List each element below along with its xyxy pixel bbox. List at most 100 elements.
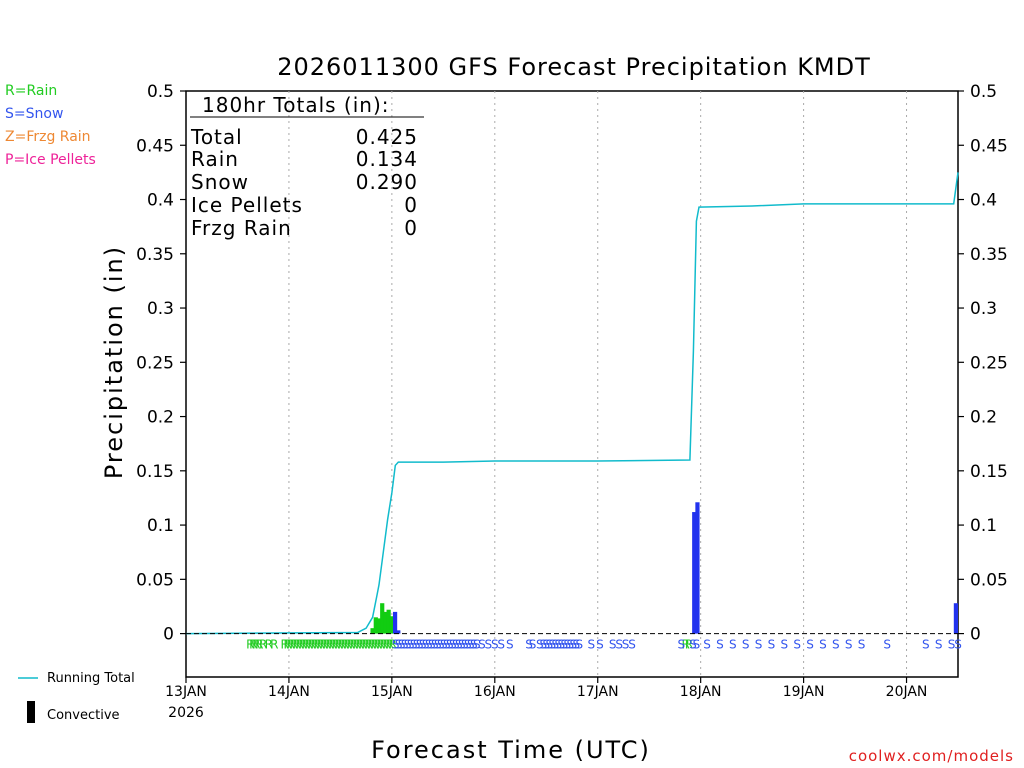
x-tick-label: 16JAN	[474, 684, 516, 700]
ptype-rain-marker: R	[368, 638, 376, 652]
ptype-rain-marker: R	[374, 638, 382, 652]
y-tick-label-right: 0.35	[970, 245, 1008, 265]
ptype-snow-marker: S	[440, 638, 448, 652]
ptype-snow-marker: S	[485, 638, 493, 652]
ptype-snow-marker: S	[497, 638, 505, 652]
ptype-snow-marker: S	[832, 638, 840, 652]
totals-value-snow: 0.290	[356, 170, 418, 194]
y-tick-label-right: 0.05	[970, 570, 1008, 590]
totals-value-total: 0.425	[356, 125, 418, 149]
x-tick-sublabel: 2026	[168, 705, 204, 721]
ptype-snow-marker: S	[858, 638, 866, 652]
ptype-snow-marker: S	[557, 638, 565, 652]
totals-label-total: Total	[190, 125, 243, 149]
ptype-snow-marker: S	[819, 638, 827, 652]
convective-legend-label: Convective	[47, 708, 120, 723]
y-tick-label-left: 0.15	[136, 462, 174, 482]
ptype-snow-marker: S	[628, 638, 636, 652]
ptype-rain-marker: R	[335, 638, 343, 652]
ptype-snow-marker: S	[422, 638, 430, 652]
ptype-rain-marker: R	[313, 638, 321, 652]
ptype-snow-marker: S	[410, 638, 418, 652]
ptype-rain-marker: R	[310, 638, 318, 652]
ptype-rain-marker: R	[359, 638, 367, 652]
ptype-rain-marker: R	[316, 638, 324, 652]
y-tick-label-left: 0.05	[136, 570, 174, 590]
ptype-snow-marker: S	[678, 638, 686, 652]
ptype-snow-marker: S	[883, 638, 891, 652]
ptype-snow-marker: S	[398, 638, 406, 652]
legend-snow: S=Snow	[5, 106, 63, 122]
ptype-snow-marker: S	[425, 638, 433, 652]
ptype-snow-marker: S	[473, 638, 481, 652]
ptype-rain-marker: R	[307, 638, 315, 652]
ptype-rain-marker: R	[383, 638, 391, 652]
ptype-snow-marker: S	[845, 638, 853, 652]
ptype-rain-marker: R	[259, 638, 267, 652]
legend-ice-pellets: P=Ice Pellets	[5, 152, 96, 168]
y-tick-label-right: 0	[970, 625, 981, 645]
ptype-rain-marker: R	[249, 638, 257, 652]
ptype-rain-marker: R	[289, 638, 297, 652]
ptype-snow-marker: S	[615, 638, 623, 652]
ptype-snow-marker: S	[551, 638, 559, 652]
ptype-snow-marker: S	[806, 638, 814, 652]
ptype-rain-marker: R	[320, 638, 328, 652]
totals-label-snow: Snow	[191, 170, 249, 194]
chart-title: 2026011300 GFS Forecast Precipitation KM…	[277, 53, 871, 81]
ptype-snow-marker: S	[419, 638, 427, 652]
totals-header: 180hr Totals (in):	[202, 93, 390, 117]
grid	[288, 91, 908, 677]
x-tick-label: 14JAN	[268, 684, 310, 700]
y-axis-title: Precipitation (in)	[100, 245, 128, 479]
ptype-rain-marker: R	[255, 638, 263, 652]
convective-legend-swatch	[27, 701, 35, 723]
y-tick-label-left: 0.1	[147, 516, 174, 536]
ptype-rain-marker: R	[377, 638, 385, 652]
ptype-snow-marker: S	[413, 638, 421, 652]
ptype-snow-marker: S	[539, 638, 547, 652]
precip-bar-rain	[389, 616, 394, 634]
ptype-snow-marker: S	[948, 638, 956, 652]
y-tick-label-right: 0.1	[970, 516, 997, 536]
ptype-rain-marker: R	[380, 638, 388, 652]
ptype-snow-marker: S	[395, 638, 403, 652]
ptype-snow-marker: S	[478, 638, 486, 652]
ptype-rain-marker: R	[329, 638, 337, 652]
y-tick-label-left: 0.45	[136, 136, 174, 156]
ptype-rain-marker: R	[681, 638, 689, 652]
ptype-snow-marker: S	[452, 638, 460, 652]
ptype-snow-marker: S	[506, 638, 514, 652]
totals-label-rain: Rain	[191, 147, 239, 171]
y-tick-label-left: 0.25	[136, 353, 174, 373]
precip-bar-rain	[380, 603, 385, 634]
y-axis-right: 0 0.05 0.1 0.15 0.2 0.25 0.3 0.35 0.4 0.45 0.5	[958, 82, 1008, 645]
ptype-snow-marker: S	[446, 638, 454, 652]
ptype-rain-marker: R	[304, 638, 312, 652]
ptype-snow-marker: S	[470, 638, 478, 652]
ptype-snow-marker: S	[529, 638, 537, 652]
ptype-snow-marker: S	[437, 638, 445, 652]
ptype-snow-marker: S	[755, 638, 763, 652]
ptype-snow-marker: S	[563, 638, 571, 652]
y-tick-label-left: 0.2	[147, 408, 174, 428]
ptype-rain-marker: R	[323, 638, 331, 652]
totals-label-ice-pellets: Ice Pellets	[191, 193, 303, 217]
x-tick-label: 17JAN	[577, 684, 619, 700]
ptype-snow-marker: S	[922, 638, 930, 652]
ptype-rain-marker: R	[356, 638, 364, 652]
ptype-snow-marker: S	[548, 638, 556, 652]
y-tick-label-right: 0.4	[970, 191, 997, 211]
running-total-series	[185, 172, 959, 635]
ptype-snow-marker: S	[566, 638, 574, 652]
totals-value-freezing-rain: 0	[404, 216, 418, 240]
x-axis-title: Forecast Time (UTC)	[371, 736, 651, 764]
ptype-snow-marker: S	[401, 638, 409, 652]
precip-bar-rain	[370, 628, 375, 634]
ptype-snow-marker: S	[407, 638, 415, 652]
ptype-rain-marker: R	[341, 638, 349, 652]
x-tick-label: 18JAN	[680, 684, 722, 700]
ptype-rain-marker: R	[685, 638, 693, 652]
totals-value-ice-pellets: 0	[404, 193, 418, 217]
